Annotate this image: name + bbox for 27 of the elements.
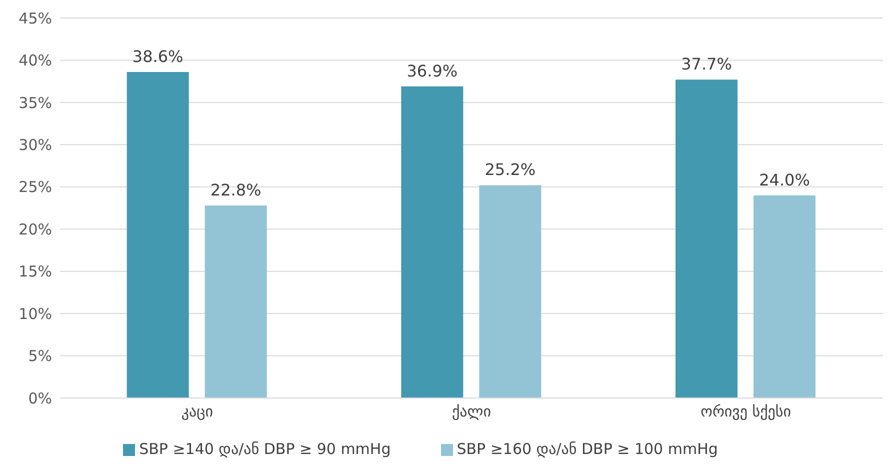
y-tick-label: 35% bbox=[18, 94, 52, 112]
data-label: 37.7% bbox=[681, 54, 732, 74]
y-tick-label: 40% bbox=[18, 52, 52, 70]
y-tick-label: 20% bbox=[18, 220, 52, 238]
y-tick-label: 0% bbox=[28, 389, 52, 408]
y-tick-label: 30% bbox=[18, 136, 52, 154]
data-label: 24.0% bbox=[759, 170, 810, 190]
data-label: 38.6% bbox=[132, 47, 184, 66]
y-tick-label: 10% bbox=[18, 304, 52, 323]
legend-label: SBP ≥140 და/ან DBP ≥ 90 mmHg bbox=[139, 440, 391, 458]
y-tick-label: 15% bbox=[18, 262, 52, 281]
bar bbox=[126, 72, 189, 398]
data-label: 25.2% bbox=[484, 160, 536, 180]
x-tick-label: კაცი bbox=[181, 402, 214, 421]
y-tick-label: 25% bbox=[18, 178, 52, 196]
bar bbox=[754, 195, 816, 398]
y-tick-label: 5% bbox=[28, 347, 52, 366]
bar bbox=[401, 86, 464, 398]
bar bbox=[204, 205, 267, 398]
legend-label: SBP ≥160 და/ან DBP ≥ 100 mmHg bbox=[456, 440, 718, 458]
data-label: 22.8% bbox=[210, 180, 262, 200]
data-label: 36.9% bbox=[406, 61, 458, 80]
x-tick-label: ქალი bbox=[452, 402, 492, 421]
y-tick-label: 45% bbox=[18, 9, 52, 28]
x-tick-label: ორივე სქესი bbox=[700, 402, 792, 421]
bar bbox=[676, 80, 738, 398]
bar bbox=[479, 185, 542, 398]
